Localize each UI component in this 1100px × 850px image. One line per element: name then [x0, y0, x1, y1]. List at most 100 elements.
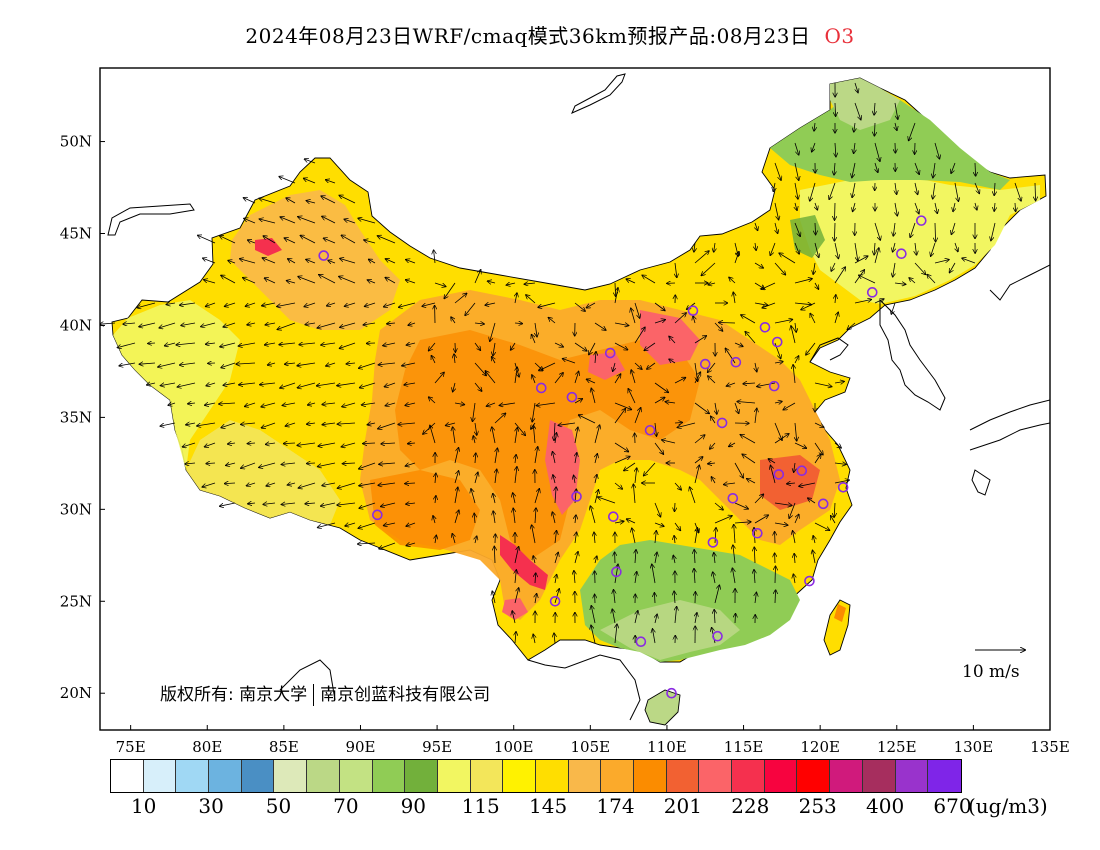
wind-arrow	[500, 403, 516, 405]
wind-arrow	[757, 382, 776, 387]
wind-arrow	[835, 295, 836, 304]
colorbar-swatch	[634, 760, 667, 792]
wind-arrow	[266, 443, 276, 444]
wind-arrow	[628, 389, 636, 404]
wind-arrow	[183, 442, 196, 447]
wind-arrow	[318, 522, 336, 528]
wind-arrow	[634, 408, 641, 424]
wind-arrow	[694, 336, 706, 344]
wind-arrow	[555, 433, 557, 444]
wind-arrow	[644, 342, 656, 350]
wind-arrow	[662, 440, 676, 444]
wind-arrow	[729, 277, 736, 284]
zone-orange-west	[230, 190, 400, 330]
wind-arrow	[793, 365, 795, 384]
lon-tick-label: 135E	[1030, 738, 1070, 756]
wind-arrow	[337, 382, 356, 386]
wind-arrow	[338, 482, 356, 488]
wind-arrow	[761, 282, 776, 289]
copyright-prefix: 版权所有:	[160, 685, 234, 705]
wind-arrow	[474, 514, 475, 524]
wind-arrow	[340, 259, 356, 264]
colorbar-swatch	[405, 760, 438, 792]
wind-arrow	[893, 222, 895, 236]
wind-arrow	[205, 442, 216, 447]
wind-arrow	[385, 278, 396, 284]
wind-arrow	[915, 242, 917, 255]
wind-arrow	[874, 299, 884, 304]
wind-arrow	[487, 403, 496, 406]
wind-arrow	[768, 459, 776, 464]
wind-arrow	[774, 503, 792, 506]
wind-arrow	[399, 302, 416, 307]
wind-arrow	[554, 633, 555, 644]
wind-arrow	[536, 402, 556, 406]
wind-arrow	[931, 242, 936, 256]
wind-arrow	[631, 308, 636, 324]
station-marker	[804, 575, 815, 587]
wind-arrow	[262, 258, 276, 264]
wind-arrow	[794, 182, 798, 199]
wind-arrow	[815, 222, 816, 235]
wind-arrow	[835, 202, 836, 220]
wind-arrow	[453, 427, 455, 444]
wind-arrow	[434, 282, 446, 287]
wind-arrow	[198, 235, 216, 244]
wind-arrow	[247, 323, 256, 325]
wind-arrow	[343, 463, 356, 464]
wind-arrow	[734, 343, 743, 346]
wind-arrow	[669, 359, 676, 363]
wind-arrow	[614, 442, 628, 452]
wind-arrow	[834, 382, 844, 384]
wind-arrow	[555, 575, 557, 584]
wind-arrow	[406, 503, 416, 504]
wind-arrow	[950, 262, 956, 273]
wind-arrow	[795, 202, 797, 210]
wind-arrow	[675, 502, 676, 511]
wind-arrow	[694, 402, 709, 413]
wind-arrow	[485, 371, 496, 384]
wind-arrow	[808, 498, 816, 504]
wind-arrow	[635, 468, 637, 484]
colorbar-swatch	[339, 760, 373, 792]
colorbar-label: 30	[198, 794, 224, 818]
lon-tick-label: 125E	[877, 738, 917, 756]
wind-arrow	[634, 302, 640, 318]
wind-arrow	[243, 278, 256, 284]
wind-arrow	[176, 343, 196, 345]
wind-arrow	[935, 222, 936, 242]
wind-arrow	[406, 280, 416, 284]
wind-arrow	[532, 525, 536, 544]
wind-arrow	[206, 383, 216, 386]
wind-arrow	[474, 342, 480, 350]
wind-arrow	[263, 236, 276, 244]
wind-arrow	[695, 528, 698, 544]
colorbar-swatch	[209, 760, 242, 792]
colorbar-units: (ug/m3)	[968, 794, 1048, 818]
lon-tick-label: 130E	[954, 738, 994, 756]
wind-arrow	[381, 443, 396, 444]
wind-arrow	[298, 382, 316, 388]
wind-arrow	[386, 259, 396, 264]
wind-arrow	[854, 122, 855, 132]
wind-arrow	[794, 162, 799, 180]
lon-tick-label: 80E	[192, 738, 222, 756]
wind-arrow	[975, 202, 977, 210]
wind-arrow	[794, 442, 806, 448]
wind-arrow	[735, 614, 736, 624]
wind-arrow	[594, 322, 606, 330]
station-marker	[604, 347, 616, 359]
wind-arrow	[574, 552, 578, 564]
wind-arrow	[934, 260, 949, 264]
wind-arrow	[725, 348, 736, 364]
wind-arrow	[385, 382, 396, 387]
wind-arrow	[324, 238, 336, 244]
wind-arrow	[475, 422, 477, 435]
wind-arrow	[379, 463, 396, 464]
wind-arrow	[220, 502, 236, 506]
wind-arrow	[554, 589, 559, 604]
wind-arrow	[385, 403, 396, 406]
wind-arrow	[367, 423, 376, 425]
wind-arrow	[430, 426, 436, 444]
zone-green-northeast-light	[830, 78, 900, 130]
